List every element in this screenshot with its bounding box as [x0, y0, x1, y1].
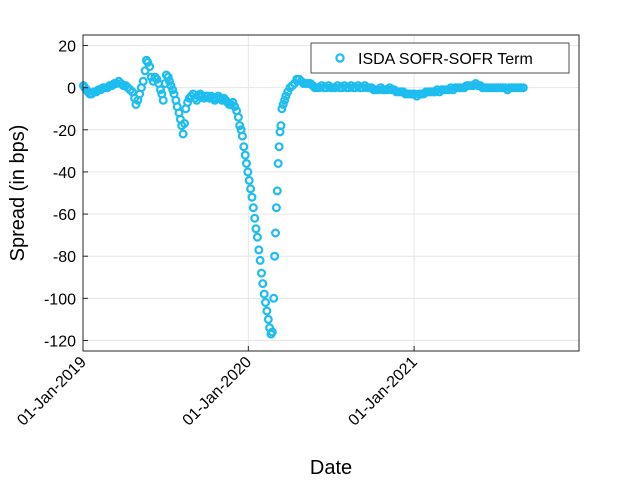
- y-tick-label: -40: [53, 165, 76, 182]
- data-point: [257, 268, 267, 278]
- data-point: [158, 95, 168, 105]
- data-point: [156, 85, 166, 95]
- y-tick-label: -120: [44, 333, 76, 350]
- data-point: [280, 95, 290, 105]
- data-point: [180, 118, 190, 128]
- data-point: [235, 121, 245, 131]
- y-tick-label: -60: [53, 207, 76, 224]
- data-point: [274, 142, 284, 152]
- data-point: [251, 224, 261, 234]
- x-tick-label: 01-Jan-2021: [345, 354, 421, 430]
- data-point: [163, 72, 173, 82]
- data-point: [138, 76, 148, 86]
- data-point: [240, 150, 250, 160]
- data-point: [152, 74, 162, 84]
- y-tick-label: -80: [53, 249, 76, 266]
- plot-frame: [82, 34, 580, 352]
- legend-label: ISDA SOFR-SOFR Term: [358, 51, 533, 68]
- data-point: [277, 104, 287, 114]
- y-tick-labels: 20 0 -20 -40 -60 -80 -100 -120: [44, 39, 76, 351]
- y-tick-label: -100: [44, 291, 76, 308]
- legend-marker: [335, 53, 345, 63]
- x-tick-labels: 01-Jan-2019 01-Jan-2020 01-Jan-2021: [14, 354, 421, 430]
- data-point: [270, 251, 280, 261]
- data-point: [237, 131, 247, 141]
- data-point: [258, 279, 268, 289]
- data-point: [244, 175, 254, 185]
- y-tick-label: -20: [53, 123, 76, 140]
- legend: ISDA SOFR-SOFR Term: [310, 42, 570, 74]
- data-point: [178, 129, 188, 139]
- data-point: [271, 203, 281, 213]
- data-point: [250, 213, 260, 223]
- y-axis-label: Spread (in bps): [7, 125, 29, 262]
- data-point: [242, 159, 252, 169]
- data-point: [272, 186, 282, 196]
- y-tick-label: 20: [58, 39, 76, 56]
- x-axis-label: Date: [310, 457, 352, 479]
- axis-ticks: [82, 45, 415, 351]
- data-points: [78, 55, 528, 339]
- data-point: [168, 85, 178, 95]
- data-point: [239, 142, 249, 152]
- x-tick-label: 01-Jan-2020: [180, 354, 256, 430]
- x-tick-label: 01-Jan-2019: [14, 354, 90, 430]
- data-point: [273, 159, 283, 169]
- data-point: [262, 306, 272, 316]
- legend-box: [310, 42, 570, 74]
- data-point: [259, 289, 269, 299]
- data-point: [271, 228, 281, 238]
- data-point: [252, 232, 262, 242]
- data-point: [518, 83, 528, 93]
- data-point: [145, 62, 155, 72]
- data-point: [246, 184, 256, 194]
- data-point: [243, 167, 253, 177]
- data-point: [276, 121, 286, 131]
- y-tick-label: 0: [67, 81, 76, 98]
- data-point: [261, 298, 271, 308]
- data-point: [255, 255, 265, 265]
- data-point: [248, 203, 258, 213]
- data-point: [233, 112, 243, 122]
- data-point: [267, 327, 277, 337]
- data-point: [278, 99, 288, 109]
- data-point: [165, 76, 175, 86]
- data-point: [263, 314, 273, 324]
- data-point: [269, 293, 279, 303]
- data-point: [247, 192, 257, 202]
- data-point: [254, 245, 264, 255]
